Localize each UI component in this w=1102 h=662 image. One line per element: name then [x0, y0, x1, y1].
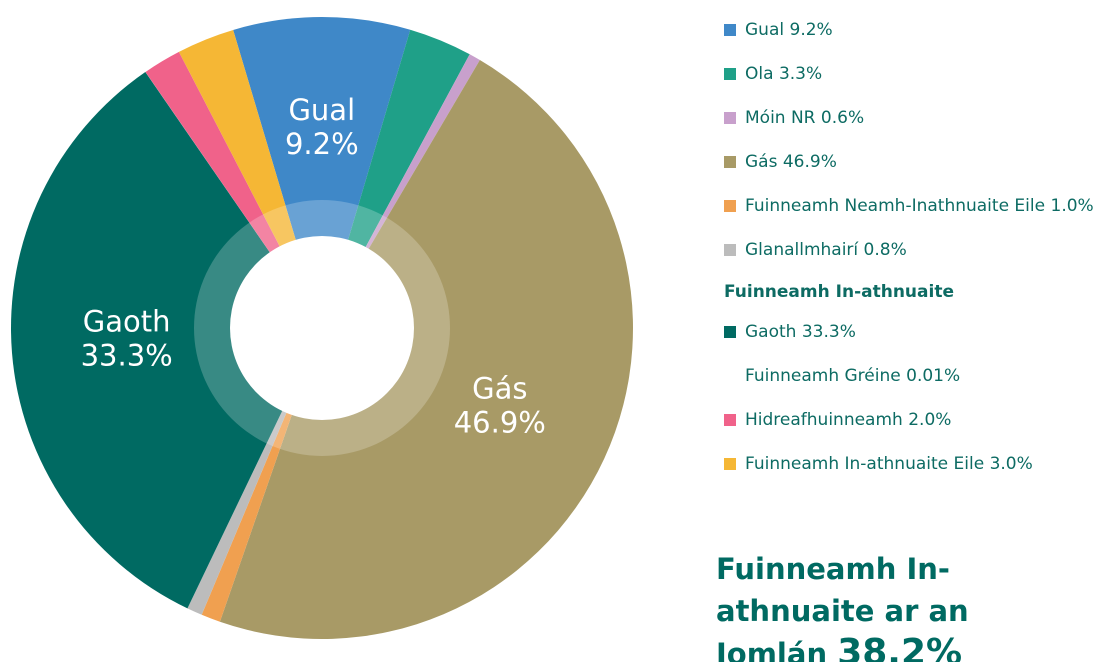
legend-value: 1.0% — [1050, 196, 1094, 216]
legend-name: Fuinneamh Gréine — [745, 366, 901, 386]
legend-value: 33.3% — [801, 322, 856, 342]
legend-item: Gaoth 33.3% — [724, 320, 1094, 344]
legend-swatch — [724, 24, 736, 36]
legend-swatch — [724, 414, 736, 426]
legend-swatch — [724, 200, 736, 212]
legend-text: Fuinneamh Neamh-Inathnuaite Eile 1.0% — [745, 194, 1094, 218]
legend-item: Hidreafhuinneamh 2.0% — [724, 408, 1094, 432]
slice — [10, 72, 322, 609]
legend-swatch — [724, 458, 736, 470]
summary-text: Fuinneamh In-athnuaite ar an Iomlán — [716, 552, 969, 662]
legend-name: Gual — [745, 20, 785, 40]
legend-text: Hidreafhuinneamh 2.0% — [745, 408, 951, 432]
legend-value: 3.0% — [989, 454, 1033, 474]
legend-value: 9.2% — [789, 20, 833, 40]
hole — [230, 236, 414, 420]
legend-name: Gás — [745, 152, 778, 172]
legend-name: Glanallmhairí — [745, 240, 859, 260]
legend-text: Fuinneamh Gréine 0.01% — [745, 364, 960, 388]
legend-name: Fuinneamh In-athnuaite Eile — [745, 454, 985, 474]
legend-name: Hidreafhuinneamh — [745, 410, 903, 430]
legend-value: 2.0% — [908, 410, 952, 430]
slice-name: Gás — [472, 371, 527, 405]
legend-swatch — [724, 370, 736, 382]
legend: Gual 9.2% Ola 3.3% Móin NR 0.6% Gás 46.9% Fu… — [724, 18, 1094, 496]
legend-item: Móin NR 0.6% — [724, 106, 1094, 130]
legend-name: Ola — [745, 64, 774, 84]
slice-name: Gual — [288, 93, 355, 127]
legend-value: 0.6% — [820, 108, 865, 128]
legend-swatch — [724, 112, 736, 124]
legend-text: Gaoth 33.3% — [745, 320, 856, 344]
legend-value: 46.9% — [782, 152, 837, 172]
slice — [233, 17, 411, 328]
legend-name: Gaoth — [745, 322, 797, 342]
slice-value: 33.3% — [81, 338, 173, 372]
legend-item: Ola 3.3% — [724, 62, 1094, 86]
legend-text: Glanallmhairí 0.8% — [745, 238, 907, 262]
slice-name: Gaoth — [83, 304, 171, 338]
slice — [219, 60, 633, 639]
slice-value: 9.2% — [285, 127, 359, 161]
legend-value: 3.3% — [778, 64, 823, 84]
legend-name: Fuinneamh Neamh-Inathnuaite Eile — [745, 196, 1046, 216]
legend-item: Fuinneamh In-athnuaite Eile 3.0% — [724, 452, 1094, 476]
legend-item: Fuinneamh Gréine 0.01% — [724, 364, 1094, 388]
legend-value: 0.8% — [863, 240, 907, 260]
legend-item: Gás 46.9% — [724, 150, 1094, 174]
legend-text: Ola 3.3% — [745, 62, 822, 86]
legend-text: Móin NR 0.6% — [745, 106, 864, 130]
summary: Fuinneamh In-athnuaite ar an Iomlán 38.2… — [716, 548, 1046, 662]
legend-swatch — [724, 326, 736, 338]
legend-swatch — [724, 244, 736, 256]
legend-text: Fuinneamh In-athnuaite Eile 3.0% — [745, 452, 1033, 476]
legend-name: Móin NR — [745, 108, 816, 128]
legend-swatch — [724, 156, 736, 168]
legend-text: Gual 9.2% — [745, 18, 833, 42]
legend-swatch — [724, 68, 736, 80]
legend-item: Glanallmhairí 0.8% — [724, 238, 1094, 262]
legend-group-title: Fuinneamh In-athnuaite — [724, 282, 954, 302]
slice-value: 46.9% — [454, 405, 546, 439]
legend-value: 0.01% — [906, 366, 961, 386]
legend-text: Gás 46.9% — [745, 150, 837, 174]
legend-item: Fuinneamh Neamh-Inathnuaite Eile 1.0% — [724, 194, 1094, 218]
legend-item: Gual 9.2% — [724, 18, 1094, 42]
summary-value: 38.2% — [837, 632, 963, 662]
